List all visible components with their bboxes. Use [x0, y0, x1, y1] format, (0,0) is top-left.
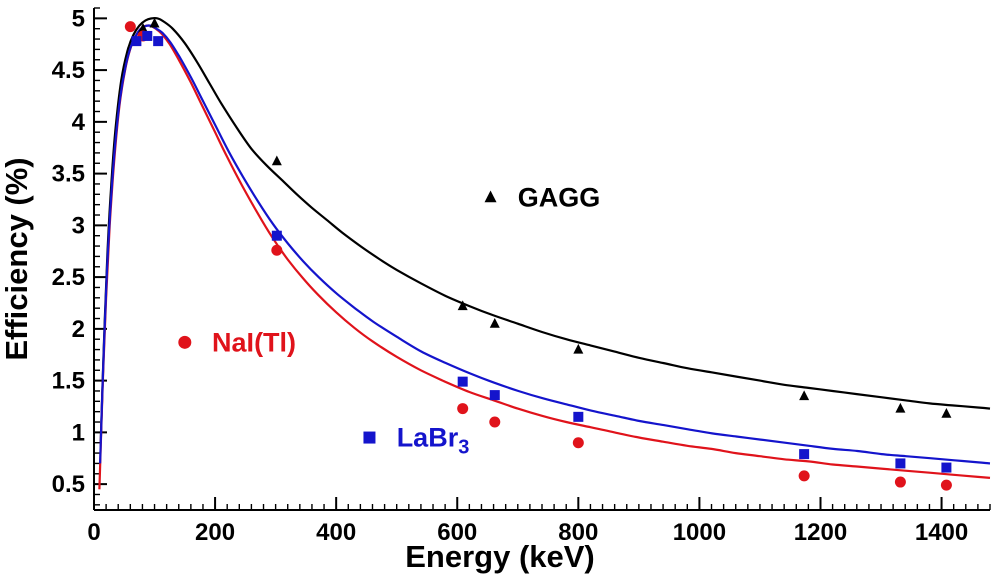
x-tick-label: 600: [437, 519, 477, 546]
legend-label-naitl: NaI(Tl): [212, 327, 296, 357]
x-tick-label: 1000: [673, 519, 726, 546]
y-tick-label: 2: [72, 316, 85, 343]
data-point-gagg: [941, 407, 952, 418]
legend-label-subscript-labr3: 3: [458, 437, 469, 459]
x-axis-title: Energy (keV): [405, 539, 595, 574]
y-tick-label: 0.5: [52, 471, 85, 498]
data-point-naitl: [457, 403, 469, 415]
y-tick-label: 4.5: [52, 57, 85, 84]
data-point-naitl: [489, 416, 501, 428]
x-tick-label: 200: [195, 519, 235, 546]
data-point-labr3: [573, 411, 584, 422]
data-point-labr3: [457, 376, 468, 387]
data-point-labr3: [941, 462, 952, 473]
data-point-gagg: [138, 22, 149, 33]
data-point-naitl: [271, 244, 283, 256]
x-tick-label: 400: [316, 519, 356, 546]
data-point-gagg: [271, 155, 282, 166]
data-point-gagg: [573, 343, 584, 354]
legend-label-gagg: GAGG: [518, 182, 601, 212]
data-point-labr3: [489, 390, 500, 401]
x-tick-label: 800: [558, 519, 598, 546]
plot-layer: 0 200 400 600 800 1000 1200 1400 0.5 1 1.5 2 2.5 3 3.5…: [52, 5, 991, 546]
data-point-naitl: [894, 476, 906, 488]
legend-marker-naitl: [178, 335, 192, 349]
fit-curve-gagg: [99, 16, 991, 443]
data-point-gagg: [149, 17, 160, 28]
y-tick-label: 2.5: [52, 264, 85, 291]
data-point-labr3: [799, 449, 810, 460]
y-tick-label: 3.5: [52, 161, 85, 188]
y-tick-label: 1.5: [52, 368, 85, 395]
data-point-labr3: [271, 230, 282, 241]
data-point-naitl: [940, 479, 952, 491]
data-point-gagg: [799, 390, 810, 401]
data-point-gagg: [457, 300, 468, 311]
data-point-gagg: [895, 402, 906, 413]
data-point-gagg: [489, 317, 500, 328]
data-point-labr3: [142, 30, 153, 41]
data-point-labr3: [131, 36, 142, 47]
legend-marker-labr3: [363, 431, 376, 444]
data-point-naitl: [572, 437, 584, 449]
x-tick-label: 1200: [794, 519, 847, 546]
x-tick-label: 0: [87, 519, 100, 546]
legend-label-labr3: LaBr3: [397, 423, 470, 459]
y-axis-title: Efficiency (%): [0, 157, 34, 360]
x-tick-label: 1400: [915, 519, 968, 546]
y-tick-label: 5: [72, 5, 85, 32]
data-point-naitl: [124, 21, 136, 33]
y-tick-label: 1: [72, 419, 85, 446]
fit-curve-naitl: [98, 24, 991, 490]
legend-marker-gagg: [484, 190, 497, 203]
fit-curve-labr3: [99, 24, 991, 465]
y-tick-label: 4: [72, 109, 86, 136]
data-point-labr3: [153, 36, 164, 47]
data-point-labr3: [895, 458, 906, 469]
data-point-naitl: [798, 470, 810, 482]
y-tick-label: 3: [72, 212, 85, 239]
